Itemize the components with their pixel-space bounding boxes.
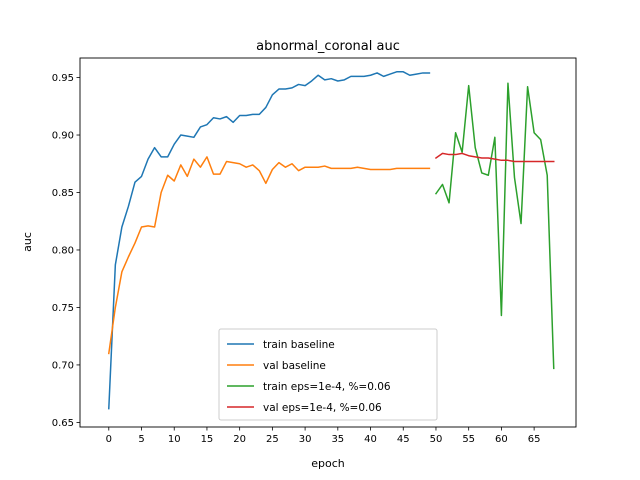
y-tick-label: 0.85: [52, 188, 74, 199]
legend-label-0: train baseline: [263, 339, 335, 351]
x-tick-label: 5: [138, 434, 144, 445]
y-axis-label: auc: [21, 232, 34, 252]
y-tick-label: 0.95: [52, 73, 74, 84]
y-tick-label: 0.65: [52, 418, 74, 429]
x-tick-label: 50: [430, 434, 443, 445]
x-tick-label: 15: [201, 434, 214, 445]
y-tick-label: 0.70: [52, 361, 74, 372]
series-line-1: [107, 156, 431, 355]
legend-box: [218, 328, 438, 421]
series-line-2: [434, 82, 555, 370]
y-tick-label: 0.75: [52, 303, 74, 314]
y-tick-label: 0.80: [52, 246, 74, 257]
x-tick-label: 40: [364, 434, 377, 445]
plot-area: [107, 71, 555, 410]
x-tick-label: 60: [495, 434, 508, 445]
chart-title: abnormal_coronal auc: [256, 39, 400, 54]
legend-label-3: val eps=1e-4, %=0.06: [263, 402, 382, 414]
x-tick-label: 65: [528, 434, 541, 445]
legend: train baseline val baseline train eps=1e-4…: [218, 328, 438, 421]
x-tick-label: 20: [233, 434, 246, 445]
y-tick-label: 0.90: [52, 131, 74, 142]
x-tick-label: 55: [462, 434, 475, 445]
x-tick-label: 30: [299, 434, 312, 445]
x-axis: 0 5 10 15 20 25 30 35 40 45 50 55 60 65: [106, 427, 541, 445]
axes-frame: [79, 57, 577, 428]
x-tick-label: 10: [168, 434, 181, 445]
legend-label-1: val baseline: [263, 360, 326, 372]
x-tick-label: 25: [266, 434, 279, 445]
series-line-3: [434, 152, 555, 163]
x-axis-label: epoch: [311, 457, 345, 470]
x-tick-label: 35: [331, 434, 344, 445]
x-tick-label: 45: [397, 434, 410, 445]
x-tick-label: 0: [106, 434, 112, 445]
legend-label-2: train eps=1e-4, %=0.06: [263, 381, 391, 393]
y-axis: 0.65 0.70 0.75 0.80 0.85 0.90 0.95: [52, 73, 80, 429]
series-line-0: [108, 71, 431, 410]
